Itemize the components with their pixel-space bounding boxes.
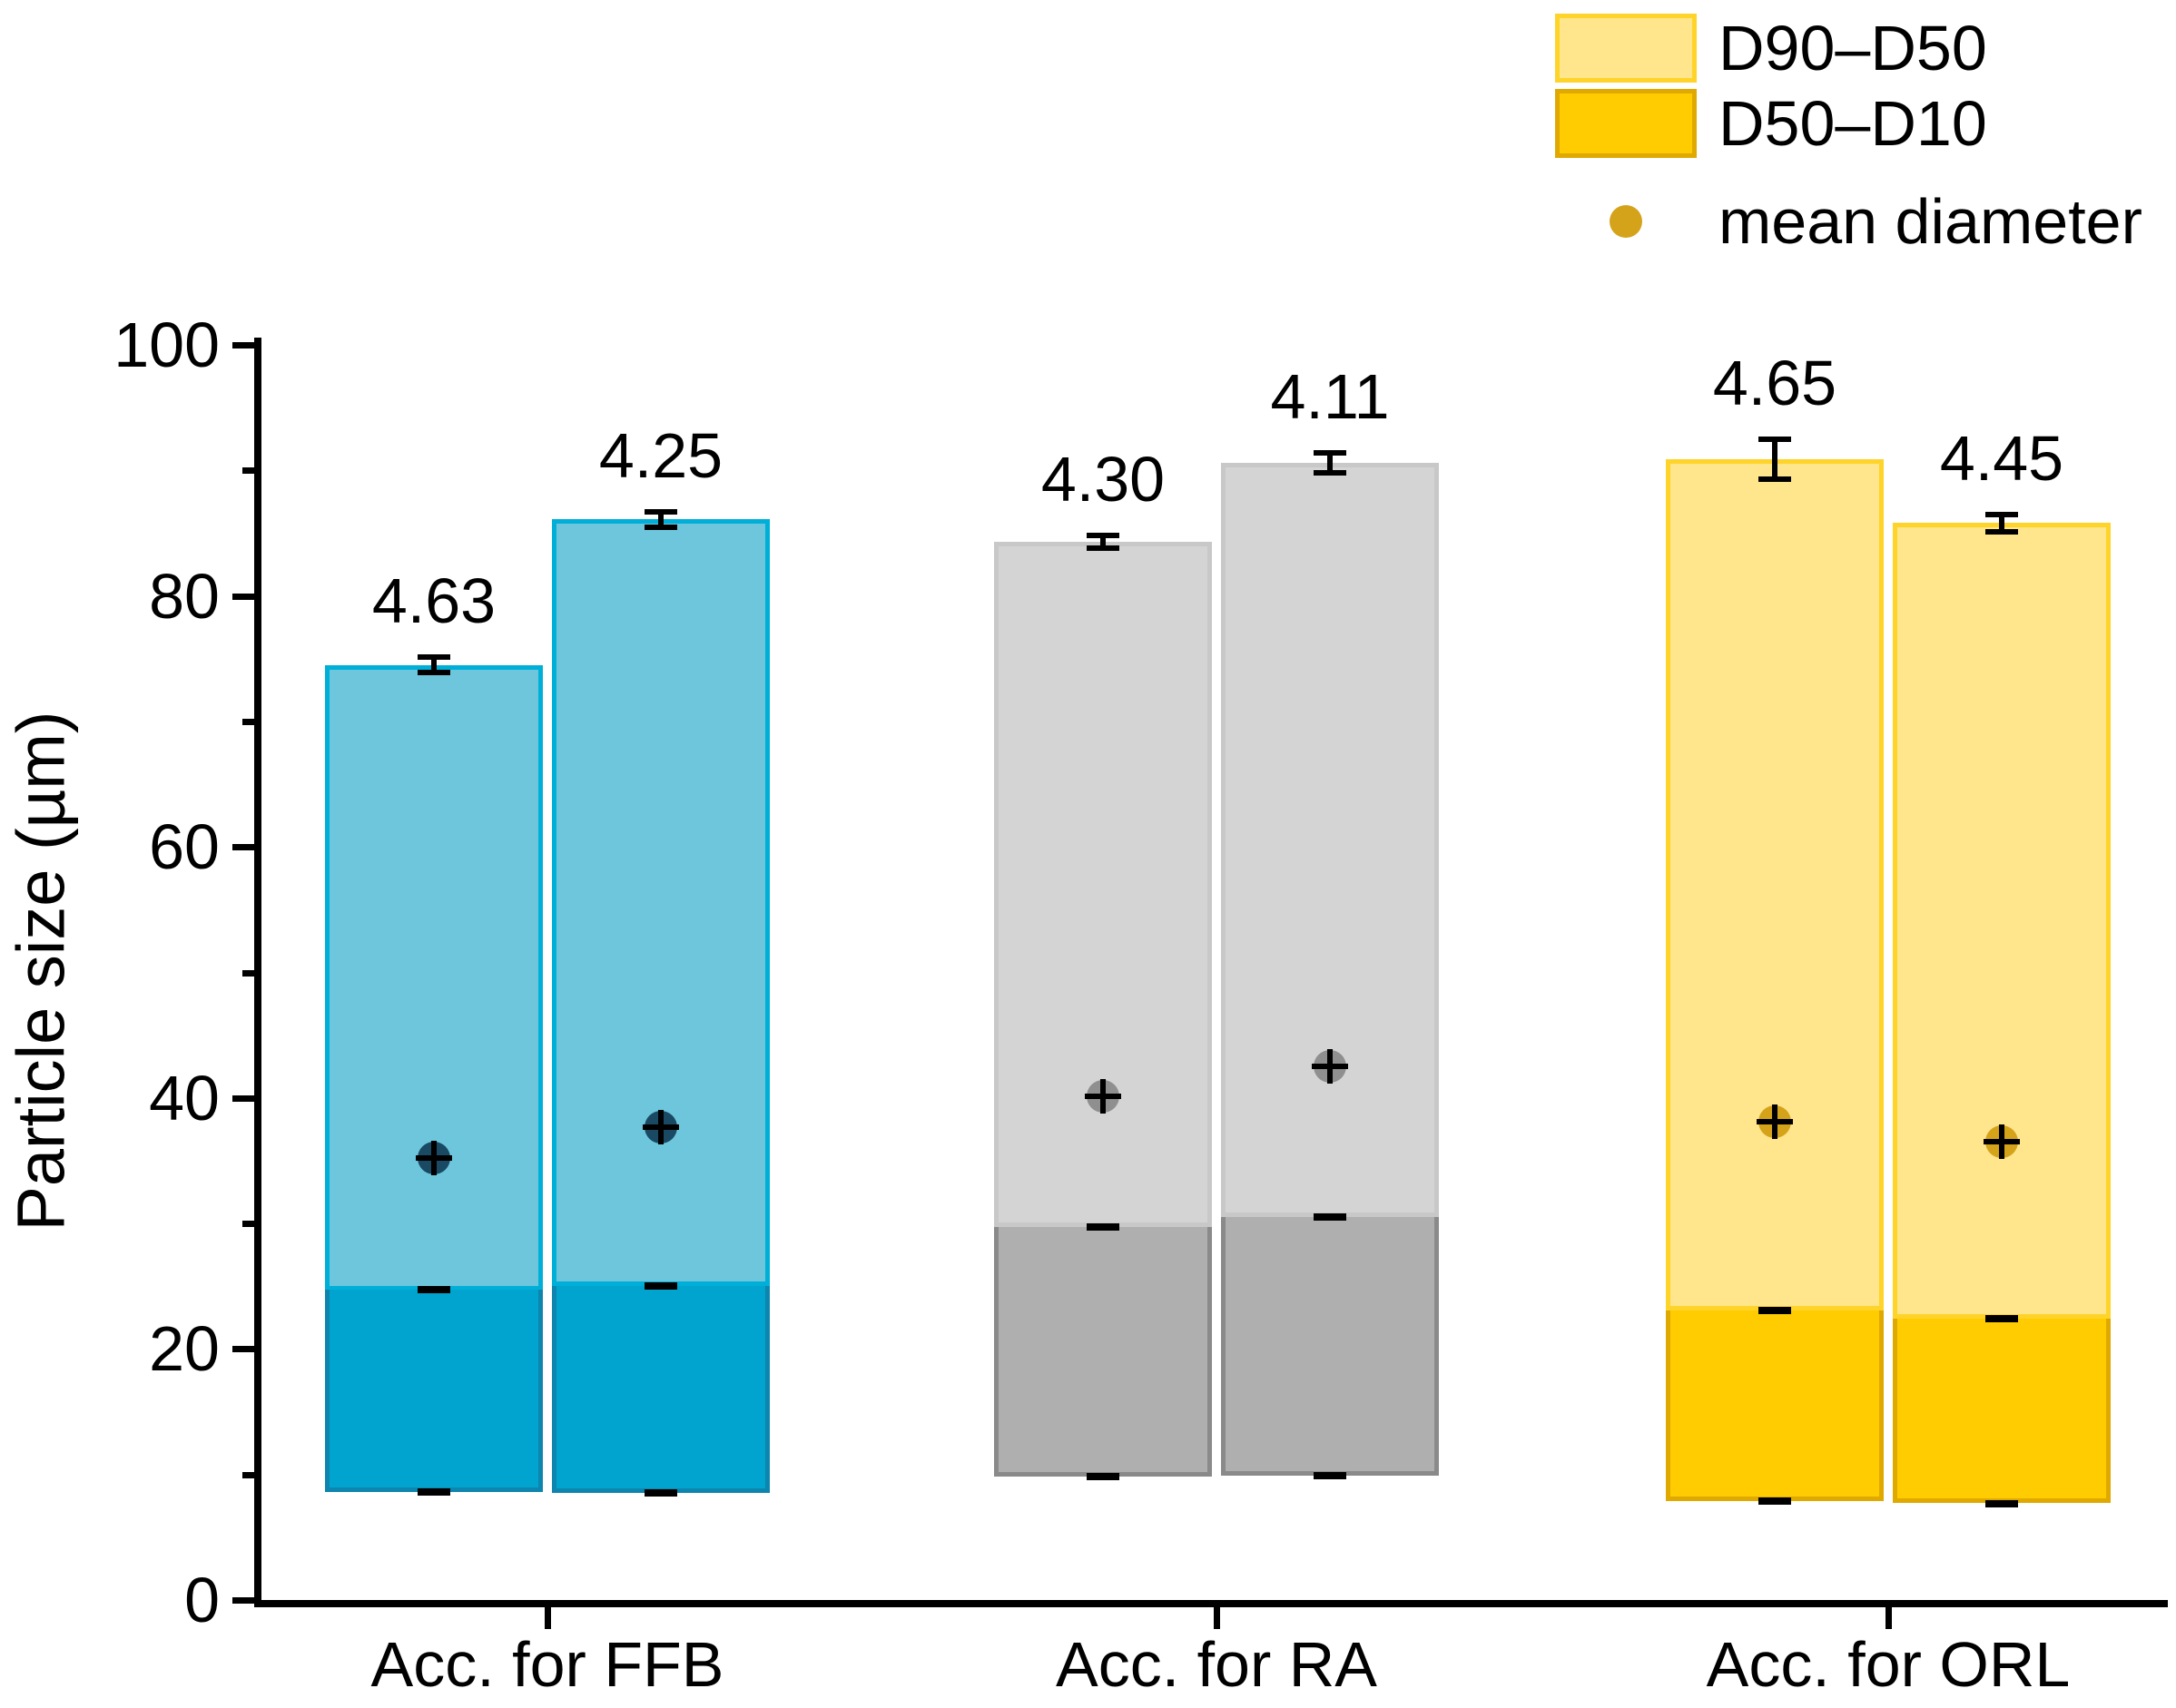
x-tick: [545, 1607, 551, 1629]
y-major-tick: [232, 844, 254, 850]
bar-segment-d90-d50: [325, 665, 543, 1291]
y-major-tick: [232, 1095, 254, 1102]
mean-error-hline: [1312, 1064, 1348, 1069]
legend-label-d50-d10: D50–D10: [1718, 88, 1987, 159]
y-axis-line: [254, 338, 261, 1607]
y-tick-label: 0: [184, 1565, 220, 1635]
mean-diameter-dot-icon: [1610, 205, 1642, 238]
d90-error-line: [1772, 439, 1777, 479]
d10-marker: [1314, 1472, 1346, 1479]
mean-error-hline: [1085, 1094, 1121, 1099]
bar-segment-d50-d10: [994, 1227, 1212, 1477]
d10-marker: [418, 1488, 450, 1496]
d50-marker: [1758, 1307, 1791, 1314]
y-minor-tick: [242, 970, 254, 977]
bar-segment-d90-d50: [552, 519, 770, 1286]
mean-error-hline: [416, 1155, 452, 1161]
mean-error-hline: [1984, 1139, 2020, 1144]
bar-segment-d90-d50: [1893, 523, 2111, 1319]
d90-error-cap-top: [1314, 450, 1346, 456]
bar-segment-d90-d50: [1666, 459, 1884, 1310]
y-tick-label: 60: [149, 811, 220, 882]
legend-entry-d90-d50: D90–D50: [1555, 14, 2142, 83]
x-axis-line: [254, 1600, 2168, 1607]
d90-error-cap-top: [1087, 533, 1119, 538]
bar-value-label: 4.25: [598, 420, 724, 491]
y-tick-label: 100: [113, 309, 220, 380]
bar-segment-d90-d50: [1221, 463, 1439, 1217]
legend-label-d90-d50: D90–D50: [1718, 13, 1987, 83]
d90-error-cap-top: [1985, 512, 2018, 517]
y-tick-label: 40: [149, 1063, 220, 1134]
d90-error-line: [1999, 515, 2004, 532]
d90-error-cap-bottom: [1314, 470, 1346, 476]
d90-error-cap-top: [1758, 437, 1791, 442]
d90-error-cap-top: [645, 509, 677, 515]
bar-segment-d50-d10: [1893, 1319, 2111, 1503]
bar-value-label: 4.11: [1270, 361, 1390, 432]
d10-marker: [1087, 1473, 1119, 1480]
y-tick-label: 80: [149, 561, 220, 632]
y-axis-title: Particle size (µm): [3, 711, 79, 1232]
legend-swatch-d50-d10: [1555, 89, 1697, 158]
y-major-tick: [232, 1346, 254, 1352]
x-category-label: Acc. for RA: [1056, 1629, 1377, 1700]
bar-value-label: 4.65: [1712, 348, 1837, 418]
y-major-tick: [232, 1597, 254, 1604]
bar-value-label: 4.63: [371, 565, 497, 636]
bar-value-label: 4.45: [1939, 423, 2064, 494]
y-minor-tick: [242, 1472, 254, 1478]
mean-error-hline: [643, 1124, 679, 1130]
y-minor-tick: [242, 467, 254, 474]
y-major-tick: [232, 342, 254, 348]
bar-segment-d50-d10: [552, 1286, 770, 1493]
x-tick: [1214, 1607, 1220, 1629]
d90-error-line: [1100, 535, 1106, 548]
mean-error-hline: [1757, 1119, 1793, 1124]
d90-error-cap-top: [418, 654, 450, 660]
legend-dot-cell: [1555, 187, 1697, 256]
x-category-label: Acc. for FFB: [370, 1629, 724, 1700]
d50-marker: [418, 1286, 450, 1293]
d50-marker: [1087, 1223, 1119, 1231]
bar-segment-d90-d50: [994, 542, 1212, 1227]
legend: D90–D50 D50–D10 mean diameter: [1555, 14, 2142, 262]
bar-segment-d50-d10: [1666, 1310, 1884, 1501]
legend-entry-mean-diameter: mean diameter: [1555, 187, 2142, 256]
legend-entry-d50-d10: D50–D10: [1555, 89, 2142, 158]
d90-error-line: [431, 657, 437, 672]
x-tick: [1886, 1607, 1892, 1629]
d10-marker: [645, 1489, 677, 1497]
d90-error-line: [1327, 453, 1333, 473]
bar-value-label: 4.30: [1040, 444, 1166, 515]
d50-marker: [1985, 1315, 2018, 1322]
d90-error-cap-bottom: [1985, 529, 2018, 535]
bar-segment-d50-d10: [1221, 1217, 1439, 1476]
legend-label-mean-diameter: mean diameter: [1718, 186, 2142, 257]
d50-marker: [1314, 1213, 1346, 1221]
d90-error-cap-bottom: [1758, 476, 1791, 482]
d90-error-cap-bottom: [418, 670, 450, 675]
y-tick-label: 20: [149, 1313, 220, 1384]
d90-error-cap-bottom: [1087, 545, 1119, 551]
y-minor-tick: [242, 719, 254, 725]
legend-swatch-d90-d50: [1555, 14, 1697, 83]
bar-segment-d50-d10: [325, 1290, 543, 1492]
d10-marker: [1985, 1500, 2018, 1507]
d50-marker: [645, 1282, 677, 1290]
d90-error-line: [658, 512, 664, 527]
y-minor-tick: [242, 1221, 254, 1227]
y-major-tick: [232, 594, 254, 600]
d90-error-cap-bottom: [645, 525, 677, 530]
x-category-label: Acc. for ORL: [1706, 1629, 2071, 1700]
d10-marker: [1758, 1497, 1791, 1505]
